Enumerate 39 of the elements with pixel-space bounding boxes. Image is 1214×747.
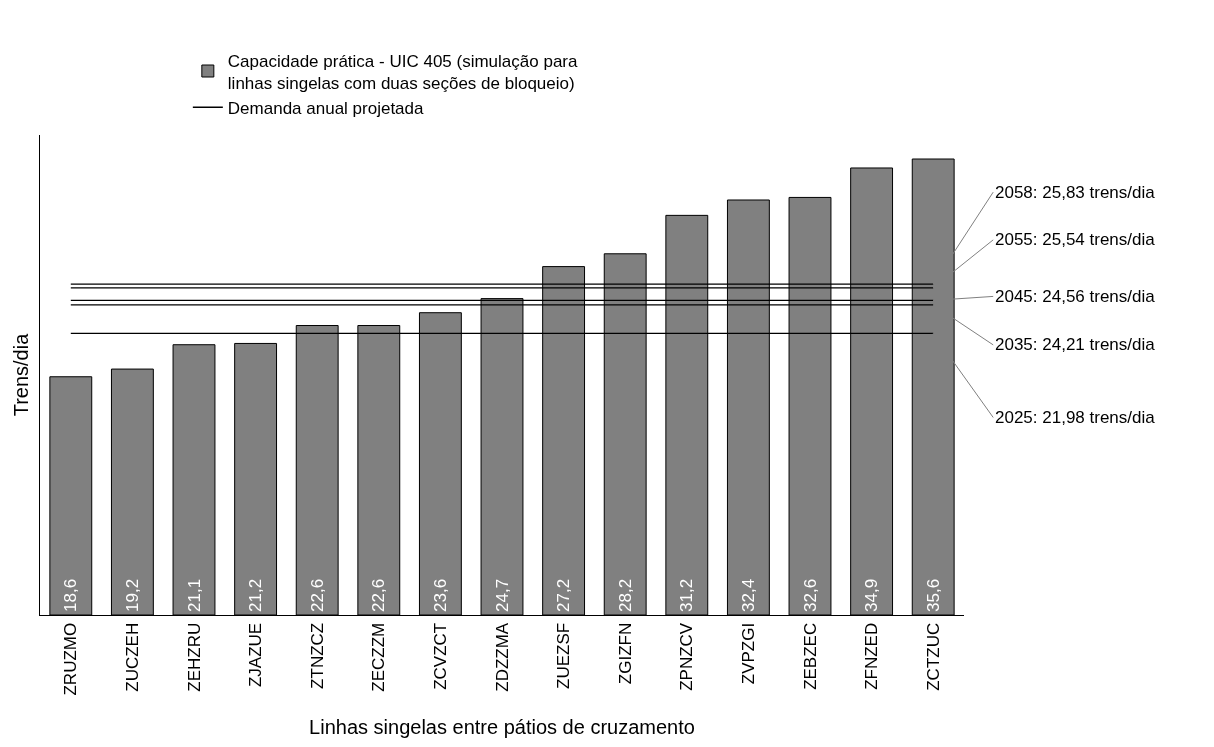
data-label: 18,6 <box>61 578 81 612</box>
x-tick-label: ZRUZMO <box>61 622 81 696</box>
data-label: 21,1 <box>184 578 204 612</box>
x-tick-label: ZEBZEC <box>800 622 820 690</box>
x-tick-label: ZCTZUC <box>923 622 943 691</box>
x-tick-label: ZUEZSF <box>554 622 574 689</box>
data-label: 28,2 <box>615 578 635 612</box>
data-label: 32,6 <box>800 578 820 612</box>
data-label: 23,6 <box>430 578 450 612</box>
legend-label: Demanda anual projetada <box>227 98 425 118</box>
data-label: 19,2 <box>122 578 142 612</box>
data-label: 24,7 <box>492 578 512 612</box>
x-tick-label: ZGIZFN <box>615 622 635 685</box>
x-tick-label: ZECZZM <box>369 622 389 692</box>
x-axis-title: Linhas singelas entre pátios de cruzamento <box>309 716 695 739</box>
data-label: 22,6 <box>307 578 327 612</box>
x-tick-label: ZJAZUE <box>246 622 266 688</box>
data-label: 35,6 <box>923 578 943 612</box>
ref-line-label: 2045: 24,56 trens/dia <box>995 287 1156 306</box>
ref-line-label: 2055: 25,54 trens/dia <box>995 230 1156 249</box>
data-label: 27,2 <box>554 578 574 612</box>
x-tick-label: ZCVZCT <box>430 622 450 690</box>
x-tick-label: ZVPZGI <box>738 622 758 685</box>
x-tick-label: ZDZZMA <box>492 622 512 692</box>
data-label: 34,9 <box>862 578 882 612</box>
ref-line-label: 2058: 25,83 trens/dia <box>995 183 1156 202</box>
data-label: 22,6 <box>369 578 389 612</box>
x-tick-label: ZUCZEH <box>122 622 142 692</box>
ref-line-label: 2035: 24,21 trens/dia <box>995 335 1156 354</box>
x-tick-label: ZEHZRU <box>184 622 204 692</box>
x-tick-label: ZPNZCV <box>677 622 697 691</box>
data-label: 32,4 <box>738 578 758 612</box>
legend-label: Capacidade prática - UIC 405 (simulação para linhas singelas com duas seções de bloqueio) <box>227 51 579 93</box>
x-tick-label: ZTNZCZ <box>307 622 327 689</box>
y-axis-title: Trens/dia <box>9 332 32 417</box>
x-tick-label: ZFNZED <box>862 622 882 690</box>
data-label: 21,2 <box>246 578 266 612</box>
data-label: 31,2 <box>677 578 697 612</box>
ref-line-label: 2025: 21,98 trens/dia <box>995 408 1156 427</box>
